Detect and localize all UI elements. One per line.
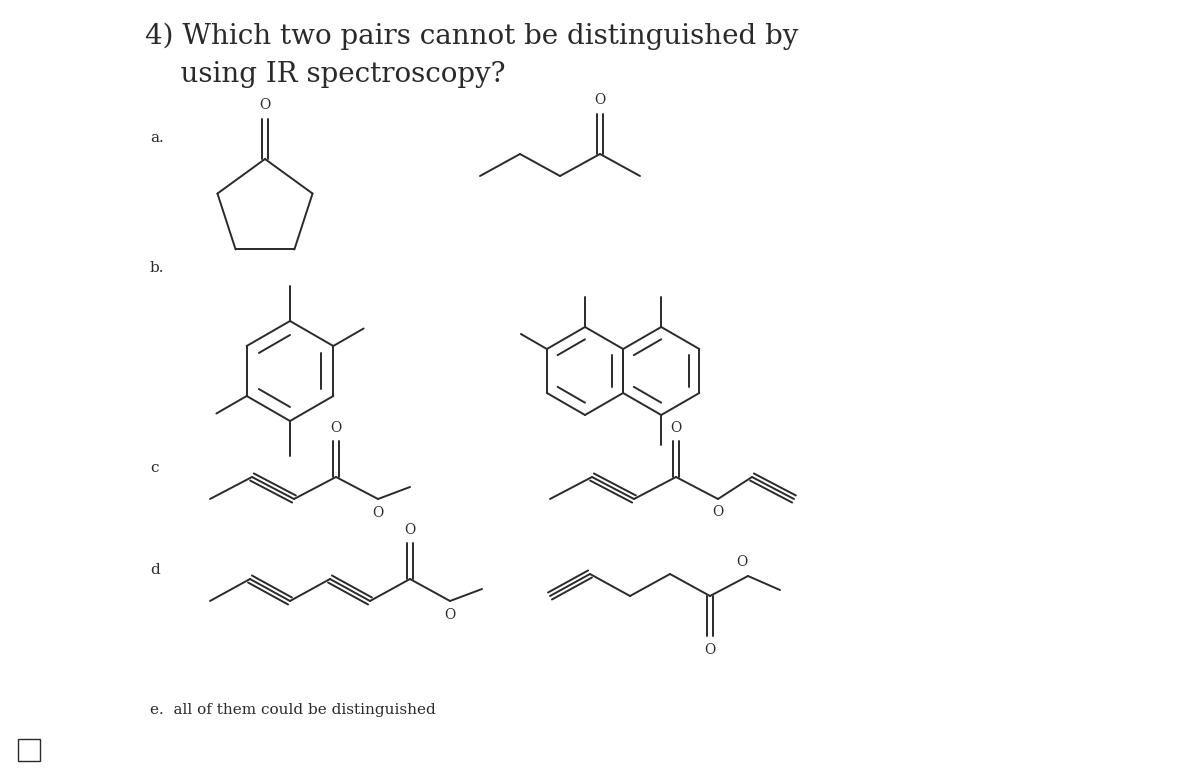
Text: O: O: [259, 98, 271, 112]
Text: O: O: [712, 505, 724, 519]
Text: c: c: [150, 461, 158, 475]
Text: 4) Which two pairs cannot be distinguished by: 4) Which two pairs cannot be distinguish…: [145, 23, 798, 50]
Text: O: O: [330, 421, 342, 435]
Text: d: d: [150, 563, 159, 577]
Text: e.  all of them could be distinguished: e. all of them could be distinguished: [150, 703, 436, 717]
Text: b.: b.: [150, 261, 165, 275]
Text: using IR spectroscopy?: using IR spectroscopy?: [145, 61, 506, 88]
Text: O: O: [594, 93, 606, 107]
Text: O: O: [704, 643, 716, 657]
Text: O: O: [404, 523, 416, 537]
Text: a.: a.: [150, 131, 164, 145]
Text: O: O: [671, 421, 681, 435]
Text: O: O: [737, 555, 747, 569]
Text: O: O: [373, 506, 383, 520]
Text: O: O: [444, 608, 455, 622]
